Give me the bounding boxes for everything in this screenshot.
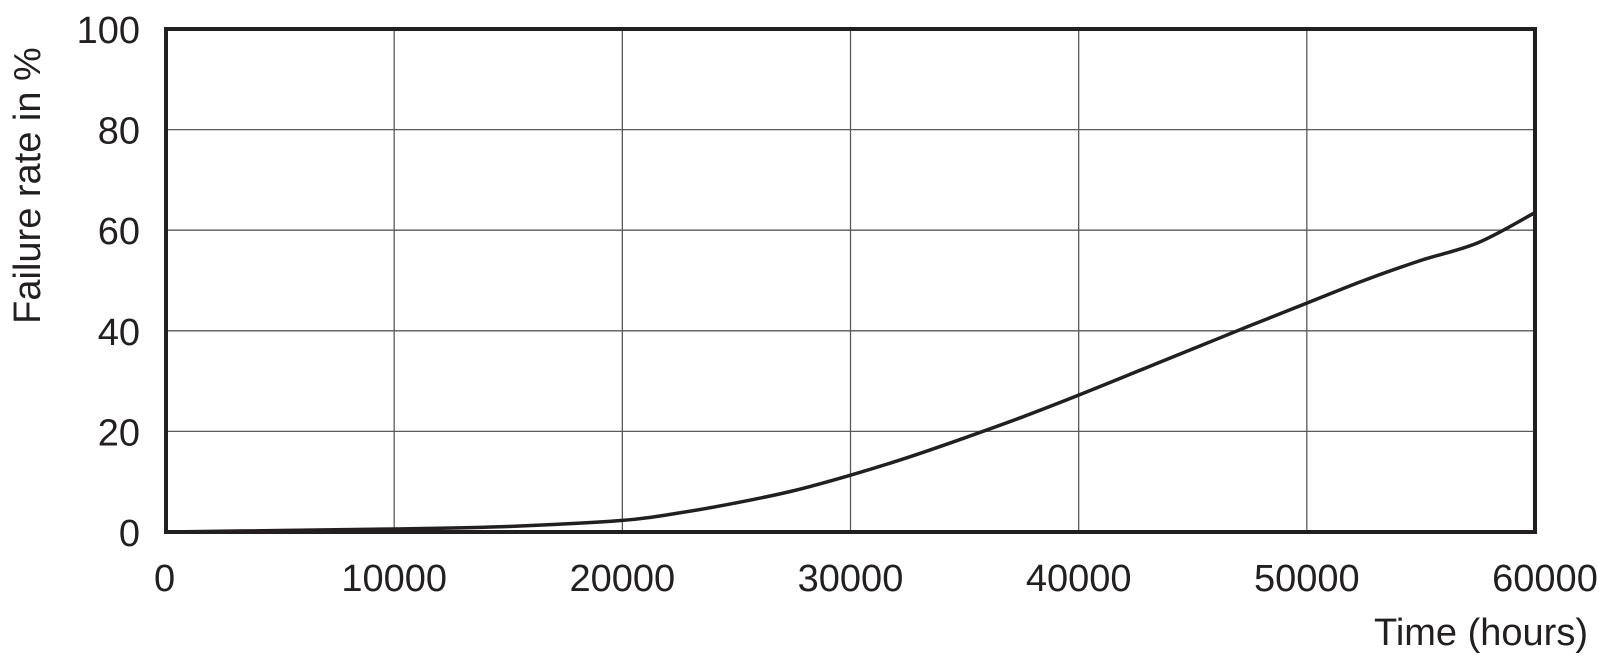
y-tick-label: 40 (98, 312, 140, 354)
y-tick-label: 60 (98, 211, 140, 253)
x-tick-label: 10000 (341, 558, 447, 600)
y-tick-label: 80 (98, 111, 140, 153)
y-tick-label: 20 (98, 412, 140, 454)
x-tick-label: 30000 (798, 558, 904, 600)
x-tick-label: 20000 (569, 558, 675, 600)
x-tick-label: 40000 (1026, 558, 1132, 600)
series-layer (164, 210, 1537, 534)
failure-rate-line (164, 210, 1537, 534)
y-tick-label: 100 (77, 10, 140, 52)
x-axis-label: Time (hours) (1374, 612, 1588, 654)
grid (166, 29, 1535, 532)
plot-frame (164, 27, 1537, 534)
y-tick-label: 0 (119, 513, 140, 555)
x-tick-label: 50000 (1254, 558, 1360, 600)
y-tick-labels: 0 20 40 60 80 100 (77, 10, 140, 555)
x-tick-label: 0 (154, 558, 175, 600)
x-tick-labels: 0 10000 20000 30000 40000 50000 60000 (154, 558, 1598, 600)
y-axis-label: Failure rate in % (7, 47, 49, 324)
x-tick-label: 60000 (1492, 558, 1598, 600)
